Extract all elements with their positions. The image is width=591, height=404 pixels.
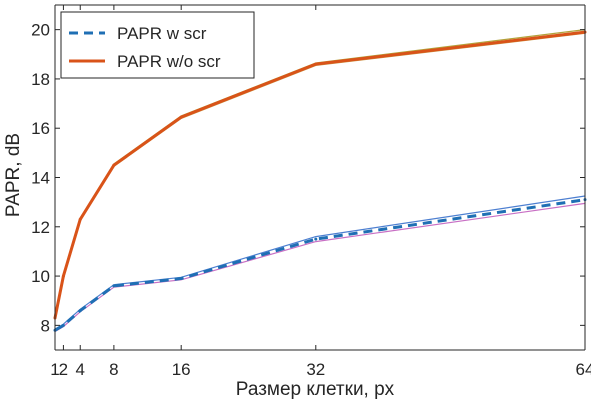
series-papr-w-scr-point bbox=[179, 277, 183, 281]
x-tick-label: 2 bbox=[59, 360, 68, 379]
y-axis-label: PAPR, dB bbox=[3, 133, 24, 217]
y-tick-label: 10 bbox=[31, 267, 50, 286]
x-tick-label: 32 bbox=[306, 360, 325, 379]
series-papr-w-o-scr-point bbox=[78, 217, 82, 221]
series-papr-w-o-scr-point bbox=[61, 274, 65, 278]
series-papr-w-scr-point bbox=[314, 237, 318, 241]
x-tick-label: 1 bbox=[50, 360, 59, 379]
x-axis-label: Размер клетки, px bbox=[236, 379, 395, 400]
series-papr-w-o-scr-point bbox=[179, 115, 183, 119]
legend-box bbox=[60, 11, 255, 79]
y-tick-label: 8 bbox=[41, 316, 50, 335]
legend-label-wo-scr: PAPR w/o scr bbox=[117, 52, 221, 71]
series-papr-w-scr-point bbox=[78, 309, 82, 313]
series-layer bbox=[53, 29, 587, 333]
legend: PAPR w scr PAPR w/o scr bbox=[60, 11, 255, 79]
y-tick-label: 14 bbox=[31, 169, 50, 188]
series-papr-w-o-scr-point bbox=[314, 62, 318, 66]
x-tick-label: 16 bbox=[172, 360, 191, 379]
y-tick-label: 12 bbox=[31, 218, 50, 237]
series-papr-w-scr-point bbox=[112, 284, 116, 288]
series-papr-w-o-scr-point bbox=[112, 163, 116, 167]
legend-label-w-scr: PAPR w scr bbox=[117, 24, 207, 43]
x-tick-label: 64 bbox=[576, 360, 591, 379]
y-tick-label: 18 bbox=[31, 70, 50, 89]
x-tick-label: 8 bbox=[109, 360, 118, 379]
y-tick-label: 16 bbox=[31, 119, 50, 138]
y-tick-label: 20 bbox=[31, 21, 50, 40]
series-papr-w-scr-point bbox=[61, 323, 65, 327]
x-tick-label: 4 bbox=[76, 360, 85, 379]
